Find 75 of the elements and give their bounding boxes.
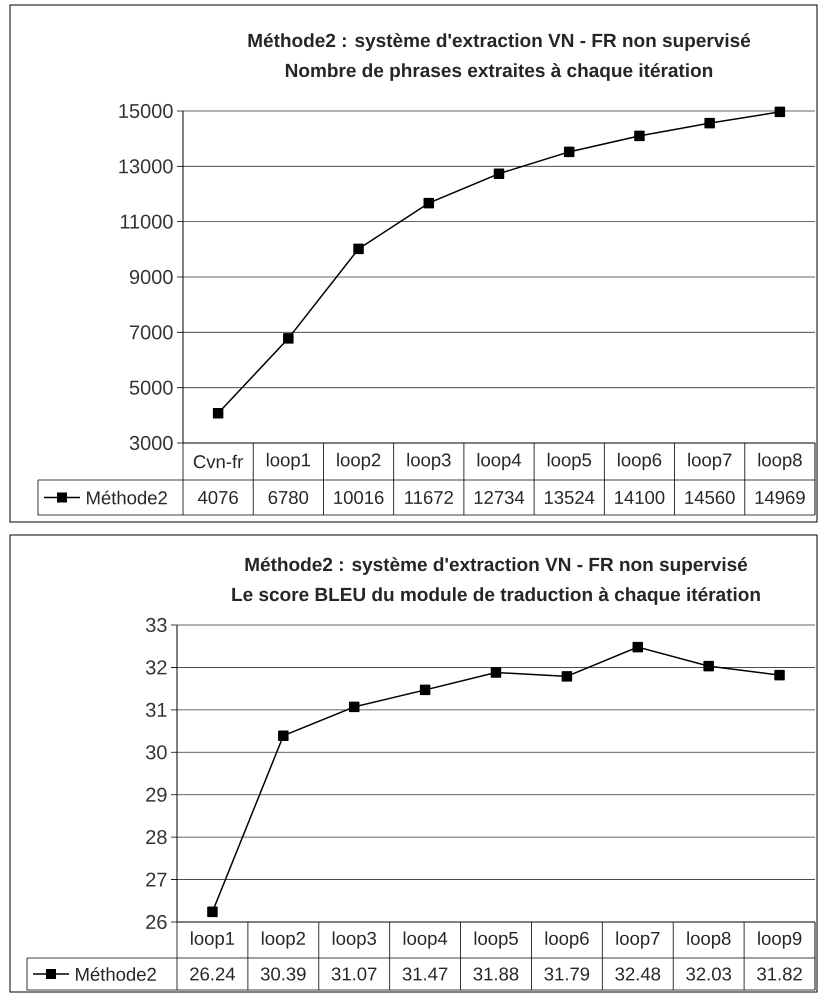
data-label: 13524	[544, 490, 594, 504]
x-tick-label: loop2	[262, 931, 305, 949]
legend-label: Méthode2	[76, 967, 156, 981]
point	[490, 667, 502, 678]
data-label: 31.47	[402, 967, 448, 981]
point	[207, 906, 218, 918]
y-tick-label: 15000	[119, 104, 173, 118]
data-label: 14560	[685, 490, 735, 504]
chart-title: Méthode2 : système d'extraction VN - FR non supervisé	[248, 33, 750, 51]
x-tick-label: Cvn-fr	[194, 454, 243, 468]
point	[348, 702, 360, 712]
x-tick-label: loop4	[478, 452, 522, 470]
chart-subtitle: Le score BLEU du module de traduction à chaque itération	[232, 587, 760, 605]
x-tick-label: loop3	[407, 452, 451, 470]
x-tick-label: loop4	[404, 931, 448, 949]
y-tick-label: 29	[146, 788, 167, 802]
x-tick-label: loop1	[266, 452, 310, 470]
y-tick-label: 13000	[119, 159, 173, 174]
y-tick-label: 33	[146, 618, 167, 632]
point	[564, 146, 574, 158]
y-tick-label: 31	[146, 702, 166, 717]
y-tick-label: 30	[146, 745, 167, 760]
data-label: 14969	[756, 490, 805, 504]
y-tick-label: 32	[146, 660, 166, 675]
x-tick-label: loop6	[618, 452, 662, 470]
data-label: 4076	[198, 490, 238, 504]
data-label: 31.79	[544, 967, 590, 981]
x-tick-label: loop7	[688, 452, 732, 470]
data-label: 6780	[268, 490, 308, 504]
x-tick-label: loop1	[191, 931, 234, 949]
y-tick-label: 7000	[130, 325, 173, 340]
data-label: 12734	[474, 490, 524, 504]
point	[424, 198, 434, 208]
point	[774, 106, 786, 118]
y-tick-label: 27	[146, 872, 166, 887]
legend-label: Méthode2	[87, 490, 167, 504]
chart-subtitle: Nombre de phrases extraites à chaque itération	[286, 63, 712, 81]
y-tick-label: 26	[146, 914, 167, 930]
y-tick-label: 28	[146, 830, 167, 844]
x-tick-label: loop3	[332, 931, 376, 949]
data-label: 31.82	[757, 967, 802, 981]
point	[634, 130, 645, 142]
chart-title: Méthode2 : système d'extraction VN - FR non supervisé	[245, 557, 748, 575]
x-tick-label: loop2	[337, 452, 380, 470]
data-label: 14100	[615, 490, 664, 504]
data-label: 26.24	[190, 967, 236, 981]
point	[703, 660, 714, 672]
y-tick-label: 5000	[130, 380, 173, 395]
data-label: 32.03	[686, 967, 732, 981]
x-tick-label: loop8	[687, 931, 731, 949]
x-tick-label: loop5	[474, 931, 518, 949]
y-tick-label: 3000	[130, 436, 173, 450]
x-tick-label: loop9	[758, 931, 802, 949]
x-tick-label: loop7	[616, 931, 660, 949]
point	[278, 730, 289, 741]
point	[562, 671, 572, 682]
data-label: 32.48	[615, 967, 660, 981]
point	[494, 168, 504, 179]
point	[212, 408, 224, 418]
data-label: 11672	[405, 490, 453, 504]
point	[420, 684, 430, 696]
point	[632, 642, 644, 652]
x-tick-label: loop8	[758, 452, 802, 470]
y-tick-label: 9000	[130, 270, 173, 284]
point	[283, 333, 294, 344]
y-tick-label: 11000	[120, 214, 173, 229]
x-tick-label: loop5	[548, 452, 592, 470]
point	[774, 670, 785, 680]
point	[353, 244, 364, 254]
point	[704, 118, 715, 128]
x-tick-label: loop6	[546, 931, 589, 949]
data-label: 10016	[334, 490, 384, 504]
data-label: 30.39	[260, 967, 306, 981]
data-label: 31.88	[474, 967, 518, 981]
data-label: 31.07	[332, 967, 376, 981]
